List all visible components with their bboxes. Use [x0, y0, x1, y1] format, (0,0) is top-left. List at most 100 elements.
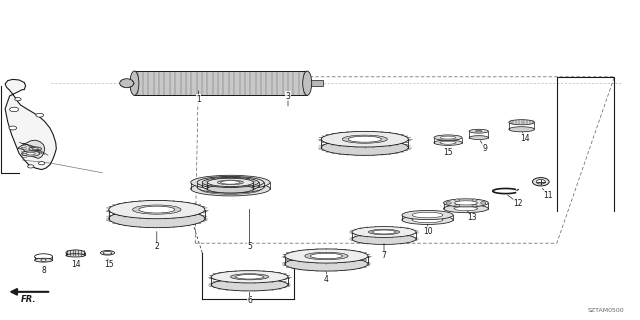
- Ellipse shape: [305, 252, 348, 260]
- Ellipse shape: [132, 205, 181, 214]
- Text: 10: 10: [422, 227, 433, 236]
- Circle shape: [10, 107, 19, 112]
- Polygon shape: [18, 140, 45, 158]
- Ellipse shape: [440, 136, 456, 139]
- Ellipse shape: [469, 129, 488, 133]
- FancyBboxPatch shape: [307, 80, 323, 86]
- Ellipse shape: [139, 206, 175, 213]
- Ellipse shape: [200, 177, 261, 188]
- Circle shape: [9, 126, 17, 130]
- Circle shape: [532, 178, 549, 186]
- FancyBboxPatch shape: [134, 71, 307, 95]
- Ellipse shape: [285, 249, 368, 263]
- Ellipse shape: [303, 71, 312, 95]
- Ellipse shape: [342, 135, 387, 143]
- Ellipse shape: [29, 147, 42, 151]
- Text: 8: 8: [41, 266, 46, 275]
- Circle shape: [446, 202, 451, 204]
- Ellipse shape: [207, 178, 253, 187]
- Polygon shape: [5, 79, 56, 170]
- Ellipse shape: [130, 71, 139, 95]
- Ellipse shape: [207, 185, 253, 193]
- Ellipse shape: [236, 275, 264, 279]
- Ellipse shape: [348, 136, 381, 142]
- Ellipse shape: [197, 176, 264, 188]
- Ellipse shape: [412, 212, 443, 218]
- Ellipse shape: [434, 140, 462, 145]
- Ellipse shape: [321, 132, 408, 147]
- Text: 3: 3: [285, 92, 291, 100]
- Ellipse shape: [402, 211, 453, 220]
- Circle shape: [38, 162, 45, 165]
- Text: 14: 14: [70, 260, 81, 269]
- Ellipse shape: [211, 271, 288, 283]
- Ellipse shape: [205, 183, 256, 192]
- Text: 2: 2: [154, 242, 159, 251]
- Text: 6: 6: [247, 296, 252, 305]
- Ellipse shape: [369, 229, 399, 235]
- Circle shape: [36, 113, 44, 117]
- Ellipse shape: [285, 257, 368, 271]
- Circle shape: [455, 199, 460, 202]
- Circle shape: [481, 202, 486, 204]
- Circle shape: [472, 199, 477, 202]
- Ellipse shape: [200, 183, 261, 194]
- Ellipse shape: [197, 181, 264, 193]
- Circle shape: [536, 180, 545, 184]
- Ellipse shape: [476, 131, 482, 132]
- Text: 4: 4: [324, 275, 329, 284]
- Ellipse shape: [321, 140, 408, 155]
- Ellipse shape: [120, 79, 134, 88]
- Ellipse shape: [211, 279, 288, 291]
- Ellipse shape: [509, 127, 534, 132]
- Ellipse shape: [509, 120, 534, 125]
- Ellipse shape: [109, 210, 205, 228]
- Text: 9: 9: [483, 144, 488, 153]
- Ellipse shape: [454, 207, 477, 211]
- Text: FR.: FR.: [21, 295, 36, 304]
- Ellipse shape: [32, 148, 38, 150]
- Ellipse shape: [202, 177, 259, 188]
- Ellipse shape: [66, 254, 85, 257]
- Ellipse shape: [35, 258, 52, 262]
- Ellipse shape: [66, 250, 85, 256]
- Circle shape: [28, 165, 34, 168]
- Ellipse shape: [469, 136, 488, 140]
- Ellipse shape: [440, 141, 456, 144]
- Ellipse shape: [22, 151, 40, 156]
- Ellipse shape: [109, 200, 205, 219]
- Text: 1: 1: [196, 95, 201, 104]
- Ellipse shape: [218, 180, 243, 185]
- Ellipse shape: [202, 181, 259, 191]
- Ellipse shape: [444, 199, 488, 207]
- Ellipse shape: [372, 230, 396, 234]
- Circle shape: [41, 259, 46, 261]
- Ellipse shape: [191, 182, 270, 196]
- Text: 13: 13: [467, 213, 477, 222]
- Ellipse shape: [205, 178, 256, 187]
- Ellipse shape: [209, 179, 252, 186]
- Text: 11: 11: [543, 191, 552, 200]
- Text: 15: 15: [443, 148, 453, 157]
- Circle shape: [15, 98, 21, 101]
- Ellipse shape: [230, 274, 269, 280]
- Ellipse shape: [100, 251, 115, 255]
- Ellipse shape: [103, 252, 112, 254]
- Ellipse shape: [209, 182, 252, 190]
- Ellipse shape: [352, 227, 416, 237]
- Text: 5: 5: [247, 242, 252, 251]
- Circle shape: [472, 204, 477, 207]
- Ellipse shape: [26, 152, 35, 155]
- Text: 7: 7: [381, 252, 387, 260]
- Ellipse shape: [402, 215, 453, 224]
- Text: 15: 15: [104, 260, 114, 269]
- Ellipse shape: [221, 181, 240, 184]
- Text: 12: 12: [514, 199, 523, 208]
- Ellipse shape: [35, 254, 52, 260]
- Ellipse shape: [412, 217, 443, 223]
- Text: SZTAM0500: SZTAM0500: [588, 308, 624, 313]
- Ellipse shape: [352, 234, 416, 244]
- Ellipse shape: [444, 204, 488, 213]
- Circle shape: [454, 204, 460, 207]
- Text: 14: 14: [520, 134, 530, 143]
